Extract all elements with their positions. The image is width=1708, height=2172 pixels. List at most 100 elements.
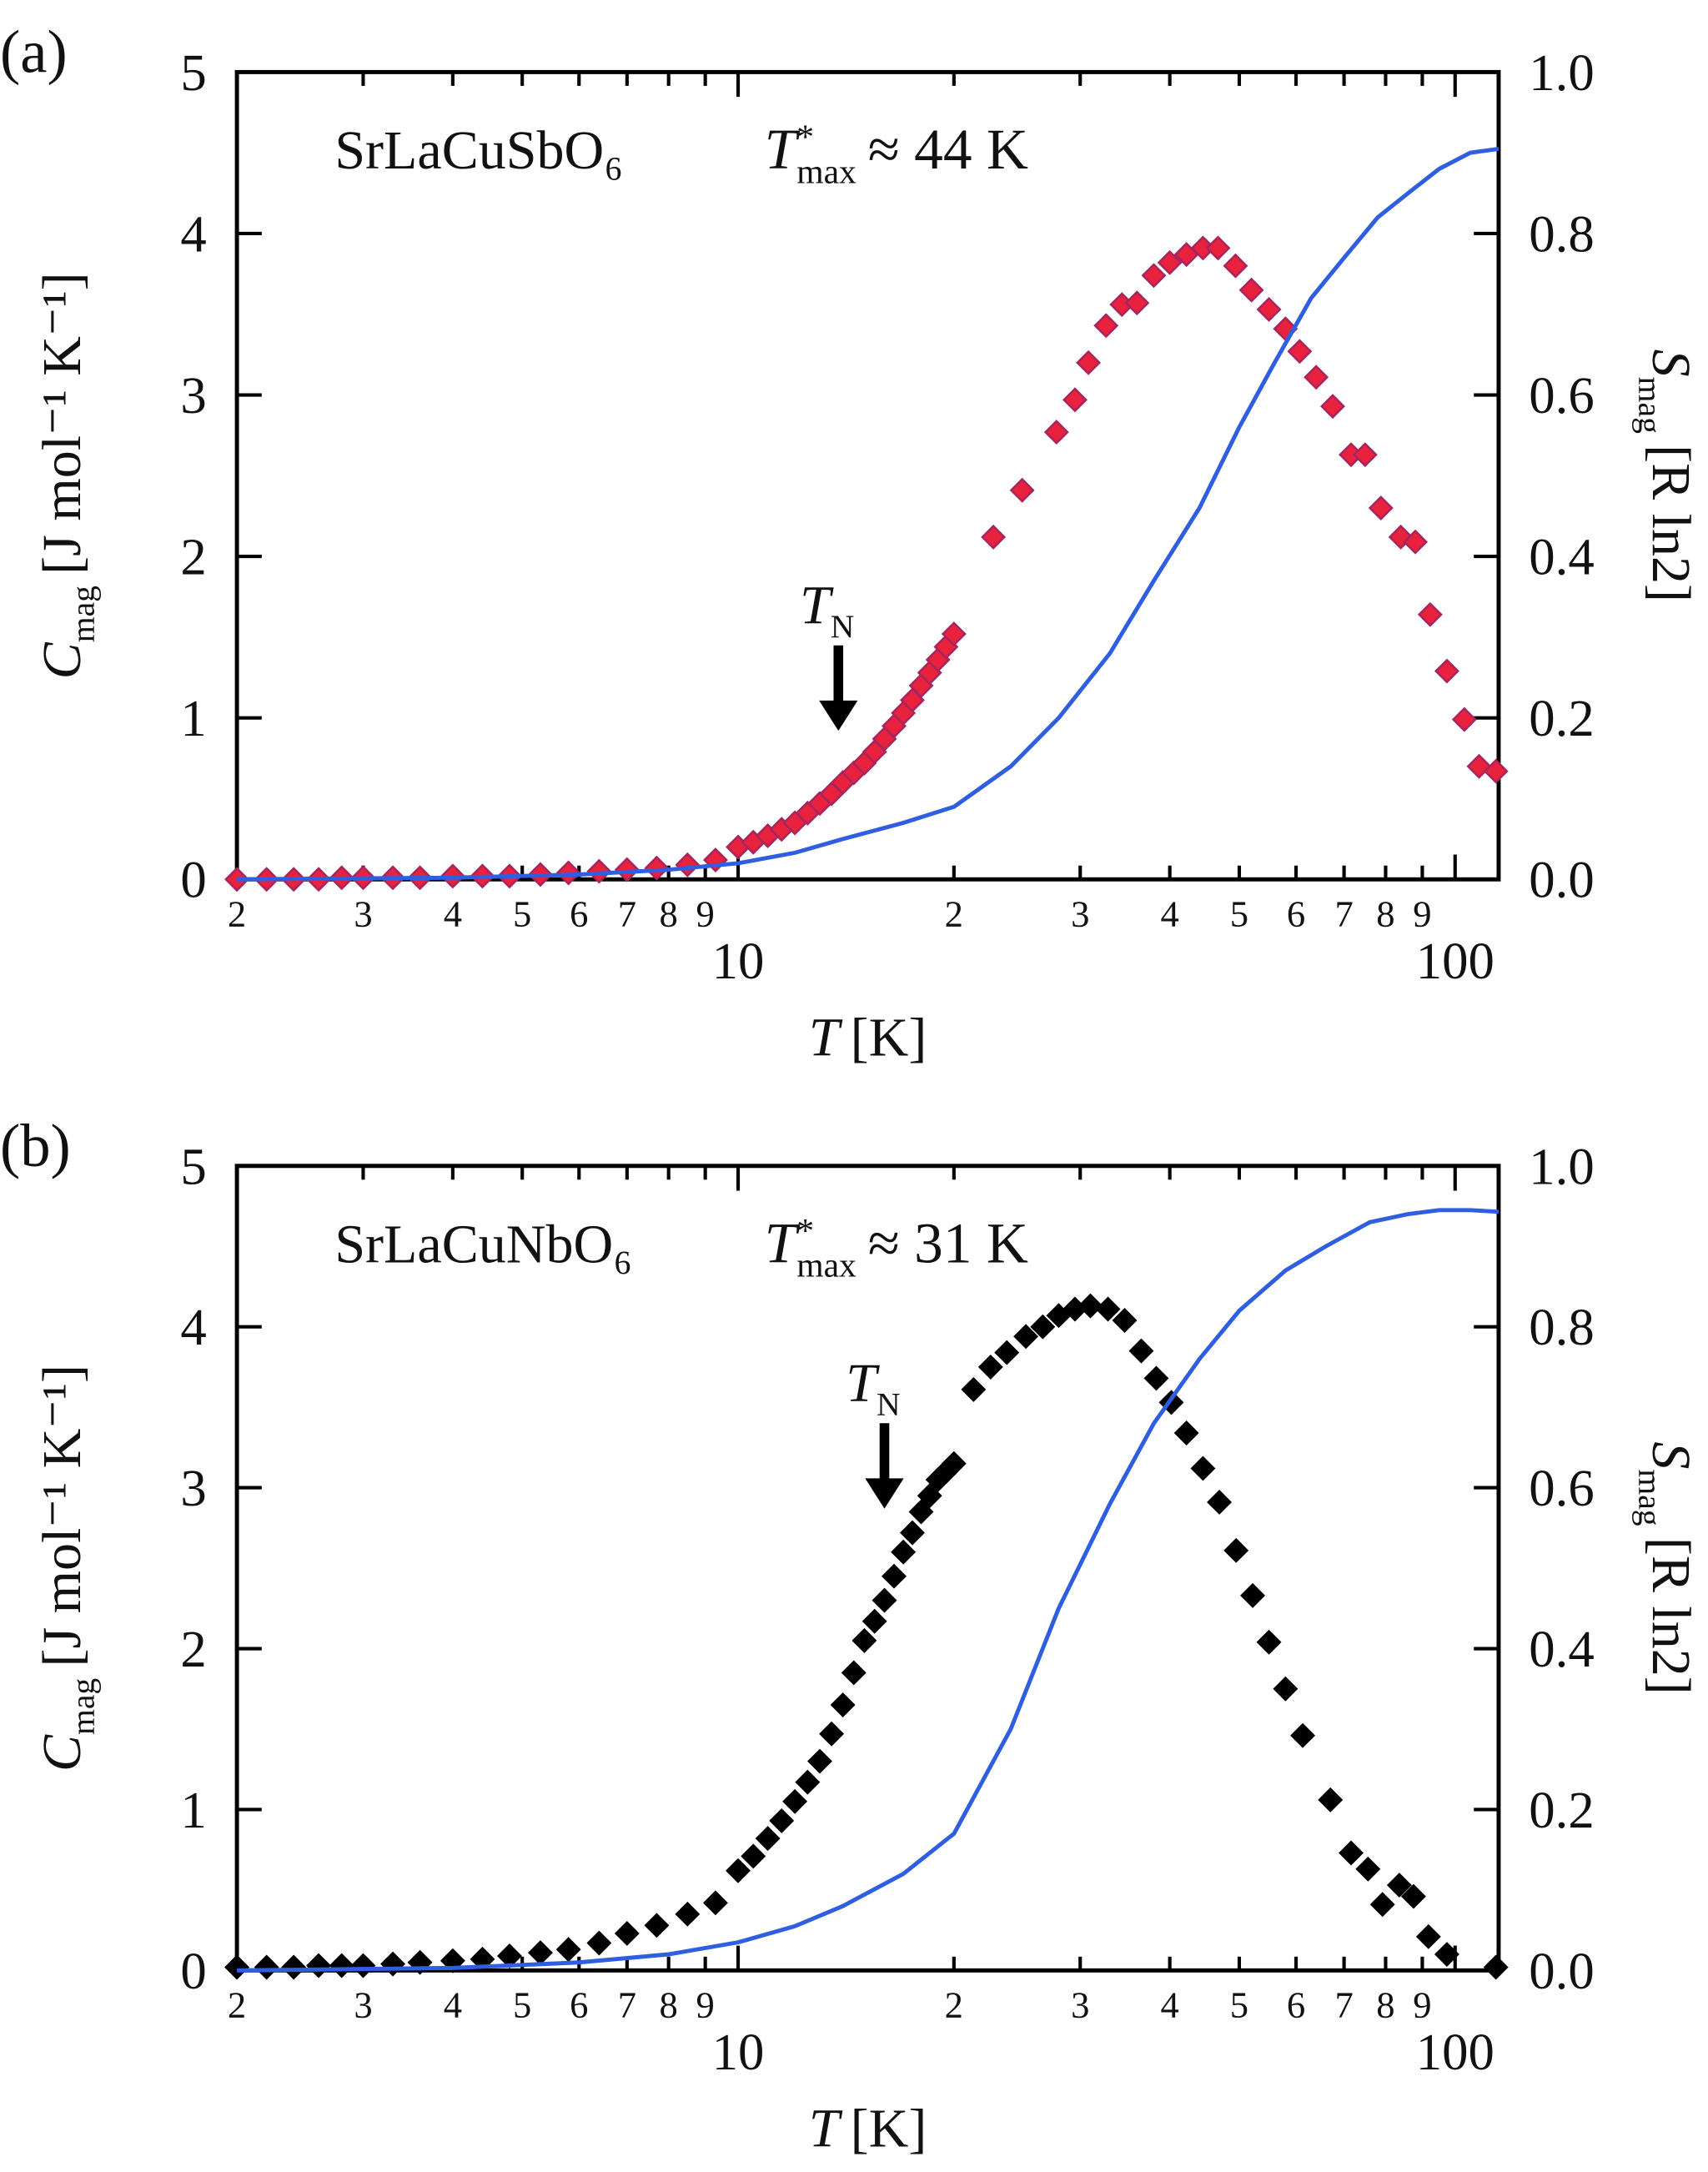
x-tick-label: 4 <box>1160 892 1178 934</box>
panel-label: (b) <box>0 1112 71 1179</box>
data-point <box>841 1660 867 1686</box>
x-tick-label: 7 <box>618 1983 636 2025</box>
data-point <box>1451 706 1477 732</box>
y-tick-label: 3 <box>180 366 206 425</box>
data-point <box>977 1354 1003 1380</box>
y-axis-label: Cmag [J mol⁻¹ K⁻¹] <box>32 1365 102 1772</box>
data-point <box>1483 1954 1509 1980</box>
data-point <box>1238 277 1264 303</box>
data-point <box>769 1807 795 1833</box>
x-tick-label: 4 <box>1160 1983 1178 2025</box>
data-point <box>1434 658 1459 684</box>
data-point <box>917 1483 942 1509</box>
data-point <box>1190 1456 1216 1481</box>
y-axis-label-symbol: C <box>32 641 93 679</box>
y-tick-label: 1 <box>180 689 206 747</box>
data-point <box>555 1937 581 1963</box>
y2-axis-label-text: [R ln2] <box>1640 1537 1701 1695</box>
y2-tick-label: 0.0 <box>1529 851 1594 909</box>
x-tick-label: 3 <box>1071 892 1089 934</box>
x-axis-label-text: [K] <box>851 2099 927 2159</box>
data-point <box>830 1692 856 1718</box>
x-tick-label: 8 <box>660 892 678 934</box>
entropy-line <box>237 1208 1500 1973</box>
data-point <box>1256 1629 1282 1655</box>
x-tick-label: 7 <box>1334 892 1353 934</box>
data-point <box>675 1901 701 1927</box>
y2-axis-label-text: [R ln2] <box>1640 445 1701 602</box>
panel-label: (a) <box>0 18 68 85</box>
plot-frame <box>234 1164 1501 1973</box>
data-point <box>1240 1582 1266 1608</box>
data-point <box>1352 442 1378 468</box>
x-axis-label: T [K] <box>809 2099 927 2159</box>
y2-tick-label: 1.0 <box>1529 43 1594 102</box>
y2-axis-label-sub: mag <box>1631 1469 1668 1526</box>
data-point <box>1318 1787 1344 1813</box>
data-point <box>644 1913 670 1938</box>
data-point <box>900 1520 925 1546</box>
tn-label: TN <box>800 575 854 645</box>
x-tick-label: 5 <box>513 892 531 934</box>
x-tick-label: 2 <box>945 892 963 934</box>
chart-title: SrLaCuNbO₆ <box>334 1214 632 1275</box>
annotation: T* max ≈ 44 K <box>765 118 1028 191</box>
data-point <box>329 1953 354 1978</box>
data-point <box>1078 1293 1103 1319</box>
y2-axis-label: Smag [R ln2] <box>1631 349 1701 602</box>
data-point <box>795 1769 821 1795</box>
data-point <box>1205 235 1231 261</box>
data-point <box>908 1499 934 1525</box>
data-point <box>644 855 670 881</box>
data-point <box>675 852 701 877</box>
y2-tick-label: 0.8 <box>1529 204 1594 263</box>
data-point <box>941 621 967 646</box>
data-point <box>1400 1883 1426 1909</box>
x-axis-label: T [K] <box>809 1008 927 1068</box>
plot-frame <box>234 69 1501 882</box>
y-tick-label: 2 <box>180 528 206 586</box>
data-point <box>350 1953 376 1978</box>
y2-axis-label: Smag [R ln2] <box>1631 1441 1701 1694</box>
data-point <box>1290 1722 1316 1748</box>
y-axis-label-symbol: C <box>32 1734 93 1772</box>
y-tick-label: 3 <box>180 1459 206 1517</box>
x-tick-label: 7 <box>1334 1983 1353 2025</box>
annotation-text: ≈ 44 K <box>868 118 1028 182</box>
data-point <box>1128 1338 1154 1364</box>
data-point <box>1369 1892 1395 1918</box>
y2-tick-label: 0.0 <box>1529 1942 1594 2000</box>
data-point <box>1093 313 1119 339</box>
data-point <box>1207 1490 1233 1515</box>
data-point <box>1030 1314 1056 1340</box>
y2-axis-label-sub: mag <box>1631 377 1668 434</box>
data-point <box>586 858 612 884</box>
entropy-line <box>237 146 1500 882</box>
y-axis-label: Cmag [J mol⁻¹ K⁻¹] <box>32 272 102 679</box>
data-point <box>1355 1856 1381 1882</box>
data-point <box>1095 1296 1121 1322</box>
data-point <box>782 1788 808 1814</box>
data-point <box>755 1826 781 1852</box>
data-point <box>1417 601 1443 627</box>
x-tick-label: 10 <box>712 2023 765 2081</box>
data-point <box>1157 249 1183 275</box>
x-tick-label: 3 <box>354 1983 372 2025</box>
data-point <box>1062 387 1088 413</box>
x-tick-label: 2 <box>945 1983 963 2025</box>
data-point <box>1320 394 1345 420</box>
arrow-head <box>819 700 858 732</box>
x-tick-label: 8 <box>1376 1983 1394 2025</box>
data-point <box>961 1376 987 1402</box>
data-point <box>994 1340 1020 1365</box>
y2-tick-label: 0.8 <box>1529 1298 1594 1356</box>
y-axis-label-text: [J mol⁻¹ K⁻¹] <box>32 1365 93 1667</box>
data-point <box>1415 1923 1441 1949</box>
data-point <box>1009 477 1035 503</box>
y-axis-label-sub: mag <box>64 586 101 642</box>
chart-title: SrLaCuSbO₆ <box>334 120 623 181</box>
data-point <box>862 1608 887 1634</box>
data-point <box>726 1858 751 1883</box>
annotation-text: ≈ 31 K <box>868 1211 1028 1275</box>
y-tick-label: 4 <box>180 204 206 263</box>
